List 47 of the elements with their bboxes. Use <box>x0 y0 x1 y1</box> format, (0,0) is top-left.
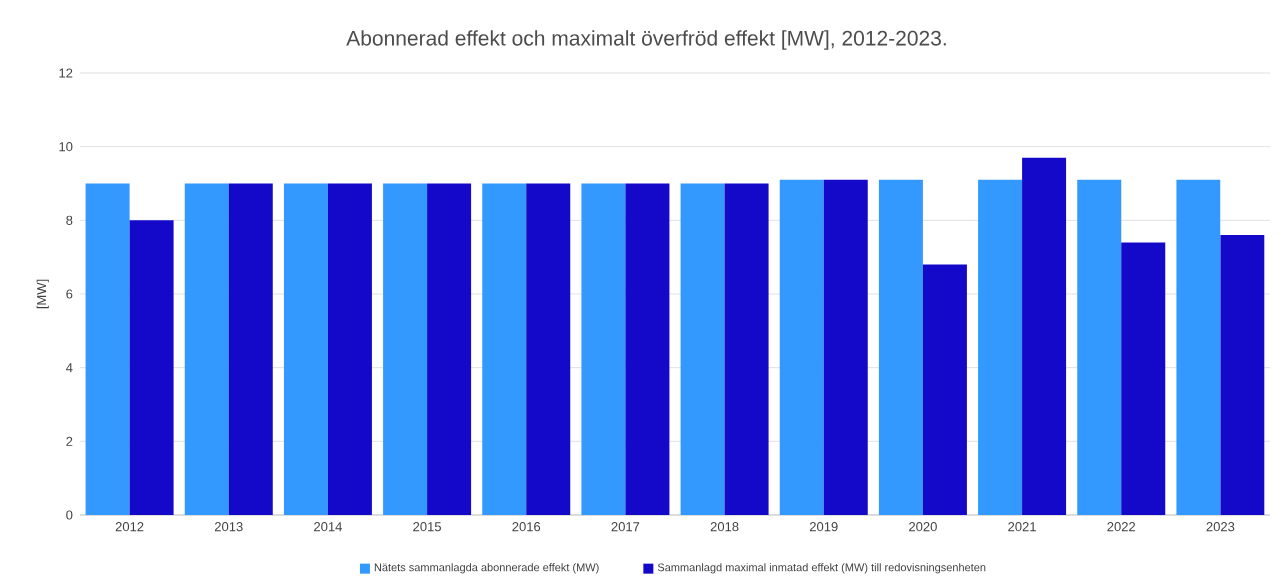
x-tick-label: 2017 <box>611 522 640 532</box>
bar <box>978 179 1023 515</box>
x-tick-label: 2023 <box>1206 522 1235 532</box>
bar <box>1176 179 1221 515</box>
y-tick-label: 10 <box>59 142 73 152</box>
bar <box>283 183 328 515</box>
bar <box>184 183 229 515</box>
bar <box>581 183 626 515</box>
bar <box>1022 157 1067 515</box>
bar <box>129 220 174 515</box>
bar <box>724 183 769 515</box>
bar <box>526 183 571 515</box>
bar <box>922 264 967 515</box>
bar <box>823 179 868 515</box>
x-tick-label: 2021 <box>1008 522 1036 532</box>
bar <box>1220 235 1265 515</box>
legend-label: Nätets sammanlagda abonnerade effekt (MW) <box>374 563 599 574</box>
chart-title: Abonnerad effekt och maximalt överfröd effekt [MW], 2012-2023. <box>346 30 946 50</box>
bar <box>625 183 670 515</box>
x-tick-label: 2019 <box>809 522 838 532</box>
x-tick-label: 2020 <box>909 522 937 532</box>
y-tick-label: 0 <box>66 510 73 520</box>
x-tick-label: 2013 <box>214 522 243 532</box>
bar <box>327 183 372 515</box>
bar <box>1077 179 1122 515</box>
y-axis-title: [MW] <box>36 279 49 309</box>
bar <box>383 183 428 515</box>
x-tick-label: 2015 <box>413 522 441 532</box>
bar <box>1121 242 1166 515</box>
y-tick-label: 12 <box>59 68 73 78</box>
x-tick-label: 2014 <box>314 522 342 532</box>
y-tick-label: 6 <box>66 289 73 299</box>
bar <box>427 183 472 515</box>
y-tick-label: 4 <box>66 363 73 373</box>
x-tick-label: 2018 <box>710 522 739 532</box>
bar <box>680 183 725 515</box>
bar <box>482 183 527 515</box>
legend-label: Sammanlagd maximal inmatad effekt (MW) till redovisningsenheten <box>657 563 986 574</box>
y-tick-label: 8 <box>66 215 73 225</box>
bar <box>228 183 273 515</box>
x-tick-label: 2012 <box>115 522 144 532</box>
bar <box>878 179 923 515</box>
bar <box>85 183 130 515</box>
bar <box>779 179 824 515</box>
y-tick-label: 2 <box>66 436 73 446</box>
x-tick-label: 2016 <box>512 522 541 532</box>
x-tick-label: 2022 <box>1107 522 1136 532</box>
